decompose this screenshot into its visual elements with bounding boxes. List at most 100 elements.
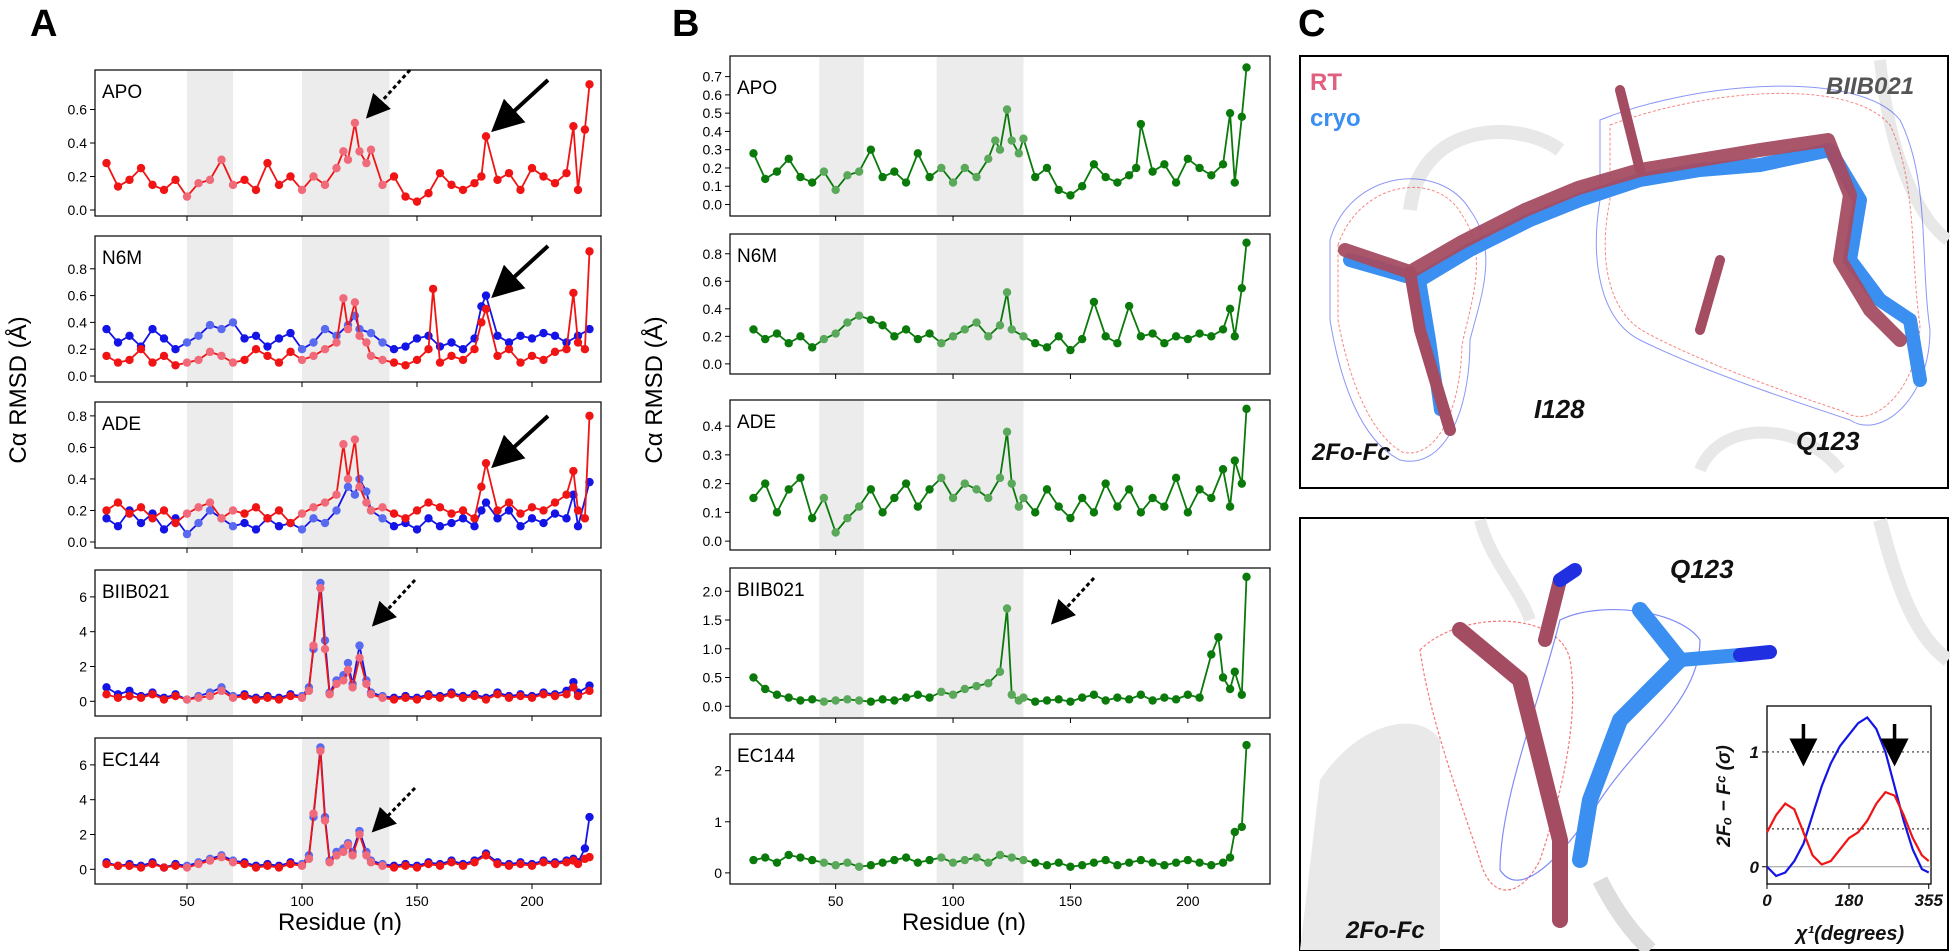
shaded-region: [302, 403, 390, 547]
data-point: [325, 690, 334, 699]
data-point: [136, 518, 146, 528]
data-point: [102, 351, 111, 361]
data-point: [504, 861, 514, 871]
data-point: [819, 493, 829, 503]
data-point: [772, 329, 782, 338]
density-mesh-rt: [1419, 620, 1574, 891]
data-point: [1136, 855, 1146, 865]
data-point: [125, 509, 134, 518]
data-point: [251, 863, 261, 872]
data-point: [569, 683, 578, 692]
data-point: [412, 506, 422, 515]
ligand-label: BIIB021: [1826, 73, 1914, 100]
data-point: [113, 522, 123, 531]
data-point: [1066, 697, 1075, 706]
data-point: [343, 840, 353, 850]
data-point: [477, 172, 486, 181]
data-point: [1237, 112, 1247, 122]
data-point: [362, 158, 371, 168]
data-point: [136, 345, 146, 354]
solid-arrow: [491, 414, 550, 469]
y-tick-label: 0.2: [703, 328, 723, 344]
subplot-title: N6M: [737, 246, 777, 267]
subplot-frame: [729, 233, 1271, 375]
data-point: [350, 118, 360, 128]
data-point: [470, 522, 479, 531]
data-point: [1230, 178, 1239, 187]
data-point: [240, 175, 249, 185]
subplot-frame: [729, 399, 1271, 551]
data-point: [401, 514, 410, 523]
data-point: [504, 693, 514, 703]
subplot-frame: [94, 737, 602, 885]
data-point: [960, 163, 969, 173]
data-point: [550, 859, 560, 869]
data-point: [890, 696, 899, 705]
data-point: [286, 347, 295, 357]
data-point: [297, 185, 307, 195]
y-tick-label: 0.0: [68, 368, 88, 384]
data-point: [761, 334, 770, 344]
dashed-arrow: [371, 786, 417, 833]
data-point: [1066, 191, 1075, 200]
data-point: [125, 355, 134, 365]
data-point: [749, 855, 758, 865]
data-point: [378, 861, 387, 871]
data-point: [1019, 134, 1028, 143]
data-point: [573, 859, 583, 869]
data-point: [1077, 861, 1087, 870]
data-point: [854, 502, 864, 511]
inset-series-blue: [1766, 716, 1930, 878]
data-point: [1183, 855, 1193, 865]
data-point: [539, 172, 548, 181]
data-point: [516, 185, 525, 195]
data-point: [1148, 696, 1157, 705]
data-point: [901, 325, 911, 334]
data-point: [343, 665, 353, 675]
data-point: [550, 509, 560, 518]
data-point: [424, 691, 433, 701]
data-point: [159, 334, 169, 343]
data-point: [205, 506, 215, 515]
data-point: [447, 690, 456, 699]
inset-frame: [1766, 705, 1932, 885]
subplot-0-marks: [102, 71, 594, 215]
data-point: [355, 641, 364, 650]
data-point: [784, 850, 793, 860]
data-point: [1007, 136, 1016, 145]
data-point: [470, 858, 479, 867]
data-point: [984, 332, 993, 341]
data-point: [389, 358, 399, 367]
data-point: [481, 304, 491, 314]
data-point: [159, 185, 169, 195]
data-point: [428, 284, 438, 294]
data-point: [113, 861, 123, 871]
data-point: [366, 690, 376, 699]
data-point: [1054, 502, 1063, 511]
data-point: [1054, 332, 1063, 341]
data-point: [1113, 339, 1122, 348]
data-point: [843, 858, 852, 867]
subplot-frame: [729, 55, 1271, 217]
data-point: [1218, 465, 1228, 474]
data-point: [343, 474, 353, 484]
data-point: [569, 122, 578, 131]
subplot-apo-b: APO: [729, 55, 1271, 217]
data-point: [339, 147, 348, 156]
data-point: [527, 514, 537, 523]
data-point: [1242, 572, 1251, 582]
data-point: [1171, 178, 1181, 187]
data-point: [378, 180, 387, 190]
y-tick-label: 0.4: [68, 471, 88, 487]
data-point: [348, 683, 357, 692]
data-point: [401, 861, 410, 871]
data-point: [316, 746, 325, 756]
data-point: [493, 859, 502, 869]
data-point: [1183, 690, 1193, 699]
x-tick-label: 150: [1059, 893, 1083, 909]
y-tick-label: 0.2: [703, 160, 723, 176]
data-point: [1183, 154, 1193, 164]
data-point: [401, 361, 410, 370]
data-point: [1042, 696, 1052, 705]
inset-ylabel: 2Fₒ − Fᶜ (σ): [1714, 745, 1735, 848]
